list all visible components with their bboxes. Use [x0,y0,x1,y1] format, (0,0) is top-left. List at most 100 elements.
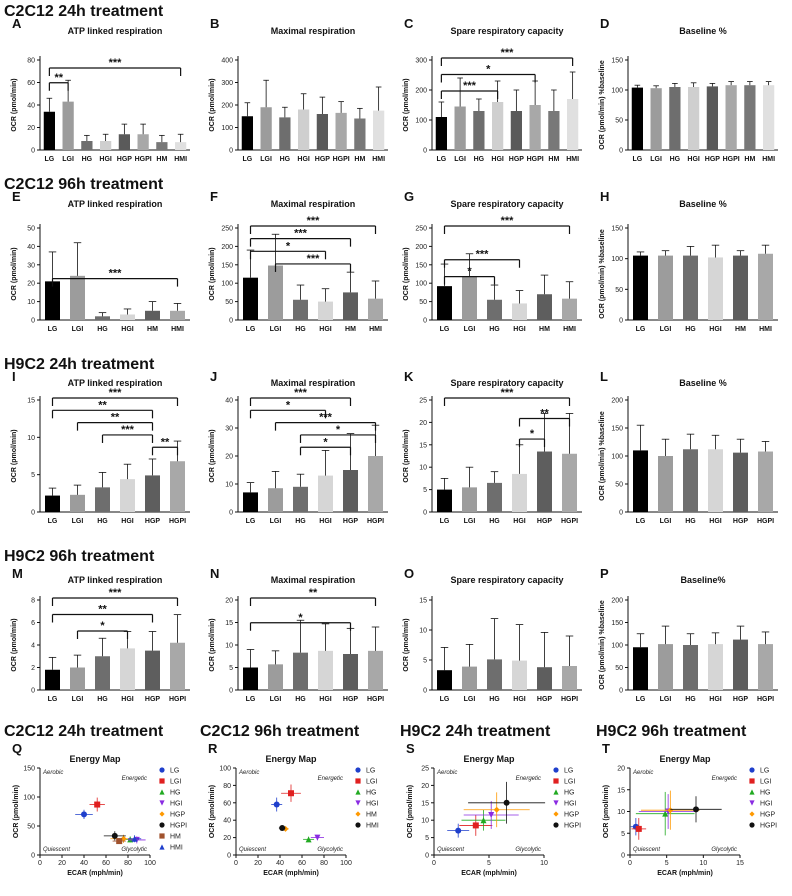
bar-J-HGP [343,470,358,512]
legend-marker-T-HGP [749,811,755,817]
point-S-HGP [493,806,500,813]
quadrant-Q-aerobic: Aerobic [42,770,63,776]
bar-K-HGI [512,473,527,512]
bar-J-HGI [318,475,333,512]
x-axis-label-T: ECAR (mph/min) [657,870,713,877]
y-tick-label-S-3: 15 [421,800,429,807]
bar-D-HMI [763,85,775,150]
x-label-F-LGI: LGI [270,326,282,333]
y-tick-label-T-2: 10 [617,809,625,816]
quadrant-R-aerobic: Aerobic [238,770,259,776]
bar-I-HGI [120,479,135,512]
x-tick-label-Q-0: 0 [38,860,42,867]
bar-G-LGI [462,276,477,320]
legend-label-S-HGP: HGP [564,812,580,819]
x-tick-label-T-0: 0 [628,860,632,867]
y-tick-label-B-3: 300 [221,80,233,87]
x-label-F-HG: HG [295,326,306,333]
y-tick-label-T-1: 5 [621,831,625,838]
legend-marker-S-LGI [553,778,559,784]
sig-label-I-1: ** [98,399,107,411]
y-tick-label-M-3: 6 [31,620,35,627]
x-label-F-HGI: HGI [319,326,332,333]
panel-letter-R: R [208,741,218,756]
x-label-C-HMI: HMI [566,156,579,163]
x-label-E-HGI: HGI [121,326,134,333]
panel-letter-Q: Q [12,741,22,756]
x-label-P-HGPI: HGPI [757,696,774,703]
y-tick-label-A-3: 60 [27,80,35,87]
x-label-A-LG: LG [45,156,55,163]
x-label-C-HM: HM [548,156,559,163]
bar-L-HGP [733,452,748,512]
x-label-K-LGI: LGI [464,518,476,525]
y-tick-label-F-2: 100 [221,281,233,288]
bar-A-HMI [175,142,187,150]
y-tick-label-T-0: 0 [621,853,625,860]
bar-M-HGPI [170,642,185,690]
bar-F-LG [243,277,258,320]
legend-marker-R-HG [355,789,361,795]
bar-E-HGI [120,314,135,320]
sig-label-M-1: ** [98,604,107,616]
quadrant-Q-energetic: Energetic [122,776,147,782]
panel-title-E: ATP linked respiration [68,199,163,209]
sig-label-G-0: * [467,266,472,278]
section-header-7: H9C2 96h treatment [596,723,747,740]
legend-label-Q-HGPI: HGPI [170,823,187,830]
x-label-P-HGI: HGI [709,696,722,703]
legend-label-S-HGPI: HGPI [564,823,581,830]
x-label-C-HGPI: HGPI [527,156,544,163]
y-tick-label-O-2: 10 [419,628,427,635]
x-label-C-LGI: LGI [454,156,466,163]
legend-marker-Q-HMI [159,844,165,850]
x-label-M-HGI: HGI [121,696,134,703]
panel-title-S: Energy Map [463,754,515,764]
legend-marker-S-HGPI [553,822,559,828]
sig-label-A-1: *** [109,57,123,69]
panel-title-I: ATP linked respiration [68,378,163,388]
x-label-O-HGP: HGP [537,696,553,703]
y-tick-label-D-1: 50 [615,118,623,125]
quadrant-S-energetic: Energetic [516,776,541,782]
y-tick-label-P-0: 0 [619,688,623,695]
y-tick-label-S-4: 20 [421,783,429,790]
y-tick-label-E-4: 40 [27,244,35,251]
y-tick-label-H-2: 100 [611,256,623,263]
y-tick-label-N-1: 5 [229,665,233,672]
y-tick-label-O-0: 0 [423,688,427,695]
legend-label-T-HGP: HGP [760,812,776,819]
bar-C-HGPI [529,105,541,150]
y-tick-label-D-2: 100 [611,88,623,95]
legend-marker-S-LG [553,767,559,773]
bar-F-HMI [368,298,383,320]
y-tick-label-P-4: 200 [611,598,623,605]
bar-H-HM [733,255,748,320]
y-tick-label-K-5: 25 [419,398,427,405]
sig-label-J-0: *** [294,387,308,399]
x-tick-label-S-1: 5 [487,860,491,867]
bar-A-HM [156,142,168,150]
x-label-H-HM: HM [735,326,746,333]
y-tick-label-Q-1: 50 [27,824,35,831]
point-S-HG [480,817,487,824]
x-label-G-HG: HG [489,326,500,333]
point-R-LG [273,801,280,808]
bar-G-HMI [562,298,577,320]
x-tick-label-Q-5: 100 [144,860,156,867]
x-tick-label-S-0: 0 [432,860,436,867]
bar-P-HGPI [758,644,773,690]
x-label-P-LG: LG [636,696,646,703]
y-tick-label-N-3: 15 [225,620,233,627]
section-header-3: H9C2 96h treatment [4,548,155,565]
bar-I-HGPI [170,461,185,512]
bar-N-HGP [343,654,358,690]
x-tick-label-R-5: 100 [340,860,352,867]
y-tick-label-S-2: 10 [421,818,429,825]
y-tick-label-R-0: 0 [227,853,231,860]
sig-label-A-0: ** [54,72,63,84]
x-label-K-HGI: HGI [513,518,526,525]
x-label-L-LG: LG [636,518,646,525]
x-label-J-LG: LG [246,518,256,525]
legend-label-T-HGPI: HGPI [760,823,777,830]
